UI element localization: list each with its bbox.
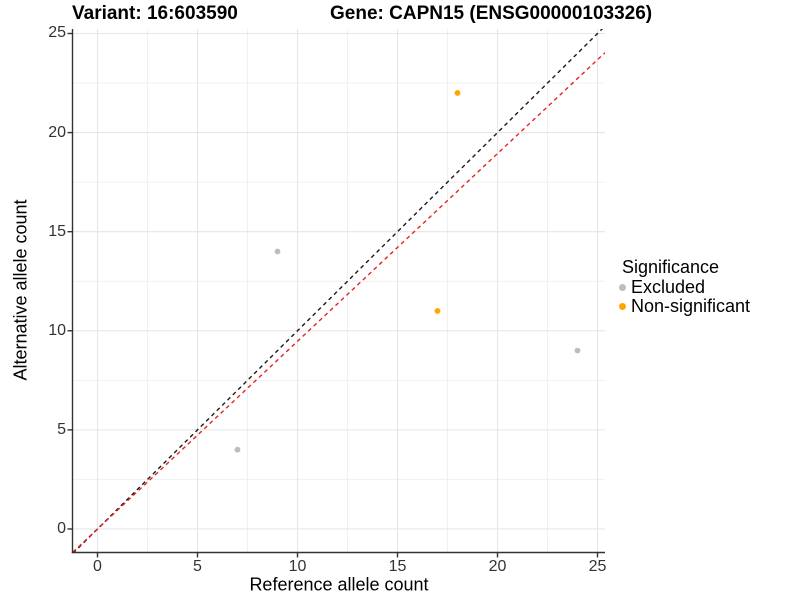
y-tick-label: 20 (48, 123, 66, 141)
ratio-fit-line (73, 52, 605, 553)
legend-key-dot-icon (619, 303, 626, 310)
x-axis-title: Reference allele count (249, 574, 429, 595)
x-tick-label: 10 (288, 558, 307, 575)
y-tick-label: 10 (48, 321, 66, 339)
x-tick-label: 20 (488, 558, 507, 575)
x-tick-label: 15 (388, 558, 407, 575)
variant-title: Variant: 16:603590 (72, 3, 238, 24)
data-point-non-significant (454, 90, 461, 96)
legend-key-dot-icon (619, 284, 626, 291)
data-point-non-significant (434, 308, 441, 314)
legend-item-non-significant: Non-significant (612, 296, 751, 316)
identity-line (73, 29, 604, 553)
legend-items: Excluded Non-significant (612, 277, 751, 316)
legend: Significance Excluded Non-significant (612, 256, 750, 316)
x-tick-label: 25 (588, 558, 607, 575)
gene-title: Gene: CAPN15 (ENSG00000103326) (330, 3, 653, 24)
data-point-excluded (274, 248, 281, 255)
legend-title: Significance (622, 257, 720, 277)
legend-item-excluded: Excluded (612, 277, 750, 297)
y-tick-label: 0 (57, 519, 66, 537)
data-point-excluded (574, 347, 581, 354)
data-point-excluded (234, 446, 241, 453)
x-tick-label: 5 (193, 558, 202, 575)
legend-item-label: Excluded (631, 277, 706, 297)
legend-item-label: Non-significant (631, 296, 751, 316)
x-tick-label: 0 (93, 558, 102, 575)
y-tick-label: 5 (57, 420, 66, 438)
y-tick-label: 25 (48, 24, 66, 42)
y-tick-label: 15 (48, 222, 66, 240)
